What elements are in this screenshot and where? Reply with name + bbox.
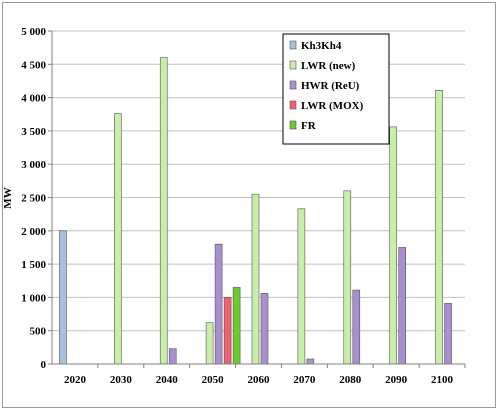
- legend-label: LWR (MOX): [301, 100, 364, 112]
- y-tick-label: 2 000: [21, 226, 46, 238]
- bar-hwr-reu-2070: [306, 358, 315, 365]
- y-tick-label: 4 000: [21, 93, 46, 105]
- bar-lwr-new-2050: [205, 322, 214, 365]
- y-tick-label: 2 500: [21, 193, 46, 205]
- legend-swatch: [289, 120, 297, 130]
- x-tick-label: 2020: [64, 374, 87, 386]
- bar-lwr-new-2040: [159, 57, 168, 365]
- ticks-layer: 0 500 1 000 1 500 2 000 2 500 3 000 3 500 4 000 4…: [21, 26, 466, 386]
- legend-label: Kh3Kh4: [301, 40, 342, 52]
- bar-hwr-reu-2040: [168, 348, 177, 365]
- legend-swatch: [289, 40, 297, 50]
- y-tick-label: 1 000: [21, 292, 46, 304]
- y-tick-label: 3 000: [21, 159, 46, 171]
- bar-hwr-reu-2080: [352, 289, 361, 365]
- x-tick-label: 2050: [202, 374, 225, 386]
- legend: Kh3Kh4 LWR (new) HWR (ReU) LWR (MOX) FR: [282, 33, 390, 145]
- y-tick-label: 4 500: [21, 59, 46, 71]
- legend-box: [282, 33, 390, 145]
- legend-swatch: [289, 80, 297, 90]
- bar-lwr-new-2080: [343, 190, 352, 365]
- chart-frame: [2, 2, 496, 408]
- x-tick-label: 2070: [293, 374, 316, 386]
- bar-hwr-reu-2090: [398, 247, 406, 365]
- bar-hwr-reu-2060: [260, 293, 269, 365]
- x-tick-label: 2060: [248, 374, 271, 386]
- bar-lwr-mox-2050: [223, 297, 232, 365]
- x-tick-label: 2080: [339, 374, 362, 386]
- bar-lwr-new-2030: [114, 113, 122, 365]
- legend-swatch: [289, 60, 297, 70]
- legend-label: HWR (ReU): [301, 80, 360, 92]
- x-tick-label: 2030: [110, 374, 133, 386]
- y-tick-label: 0: [41, 359, 47, 371]
- bar-hwr-reu-2050: [214, 243, 223, 365]
- bar-lwr-new-2090: [389, 126, 397, 365]
- x-tick-label: 2100: [431, 374, 454, 386]
- legend-label: FR: [301, 120, 317, 132]
- bar-lwr-new-2070: [297, 208, 306, 365]
- bar-kh3kh4-2020: [59, 230, 67, 365]
- y-tick-label: 1 500: [21, 259, 46, 271]
- x-tick-label: 2090: [385, 374, 408, 386]
- x-tick-label: 2040: [156, 374, 179, 386]
- y-tick-label: 500: [30, 326, 47, 338]
- y-tick-label: 5 000: [21, 26, 46, 38]
- bars-layer: [59, 57, 452, 365]
- legend-swatch: [289, 100, 297, 110]
- bar-hwr-reu-2100: [444, 303, 452, 365]
- bar-lwr-new-2060: [251, 193, 260, 365]
- y-tick-label: 3 500: [21, 126, 46, 138]
- y-axis-label: MW: [2, 187, 14, 208]
- bar-lwr-new-2100: [435, 89, 443, 365]
- legend-label: LWR (new): [301, 60, 356, 72]
- bar-fr-2050: [232, 287, 241, 365]
